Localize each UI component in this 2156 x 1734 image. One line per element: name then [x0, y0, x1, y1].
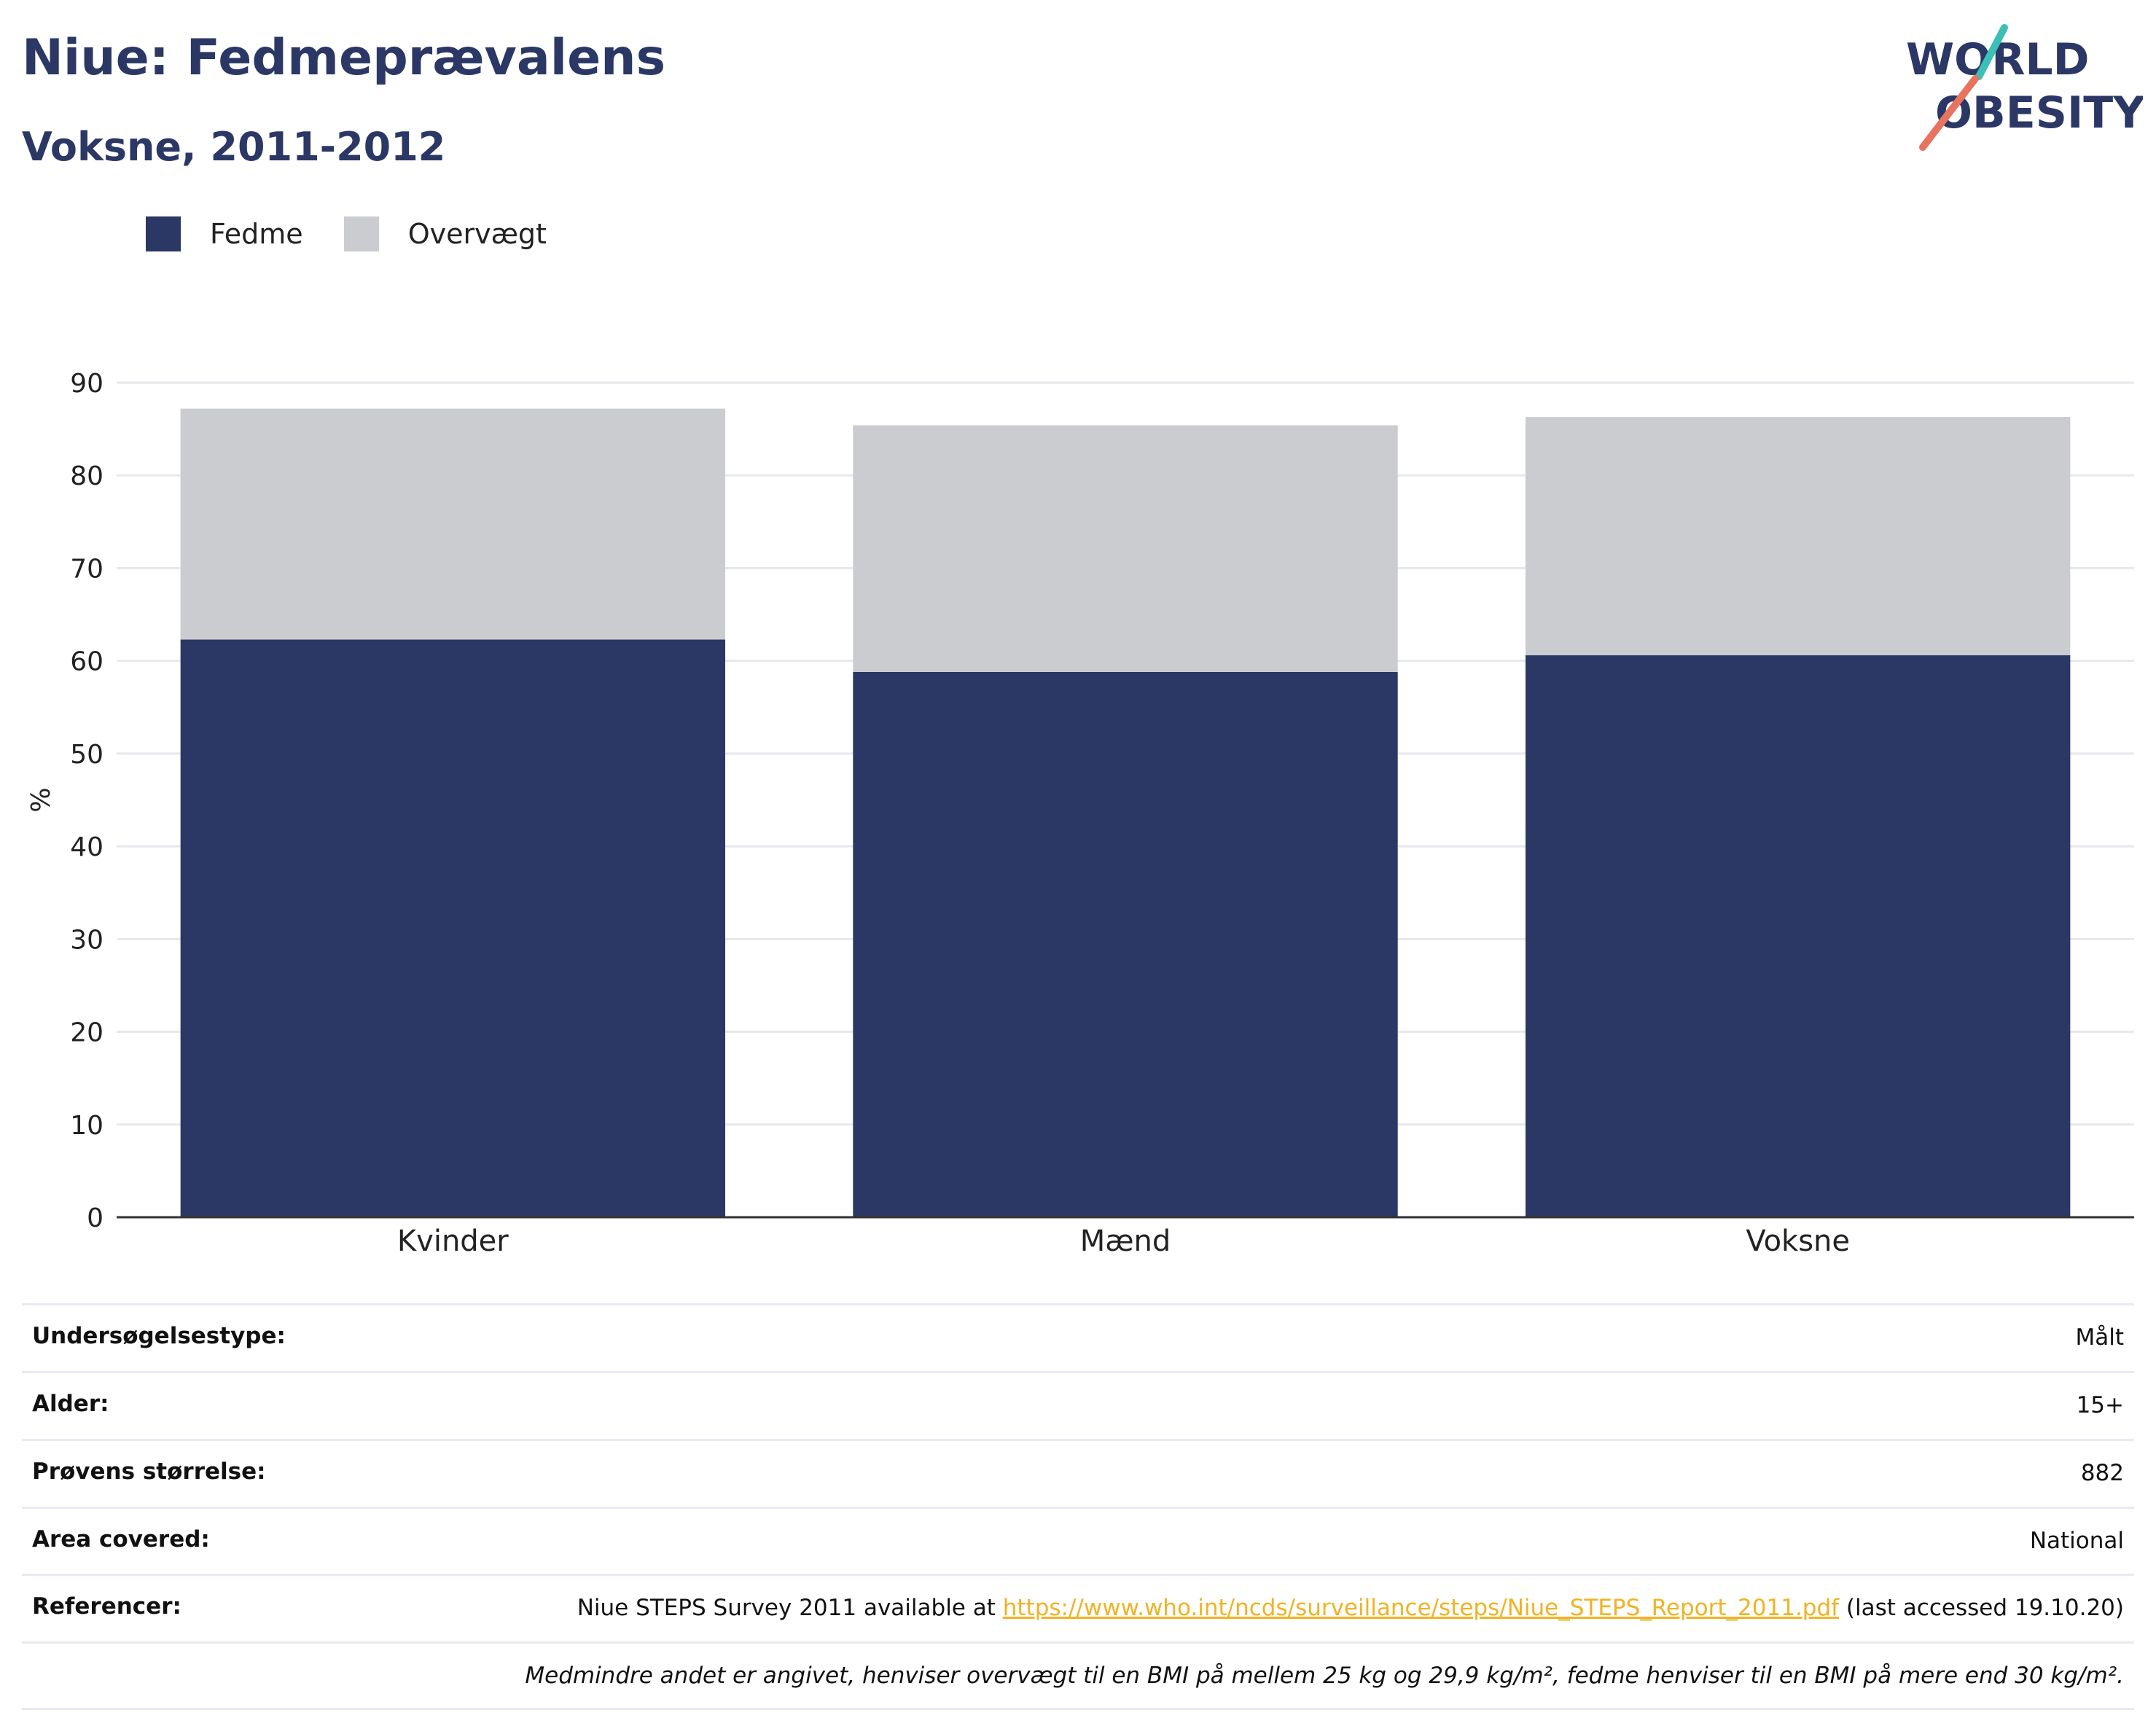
y-tick-label: 20: [70, 1018, 103, 1048]
legend-item-overvaegt[interactable]: Overvægt: [343, 216, 547, 251]
info-key: Alder:: [32, 1390, 109, 1417]
y-tick-label: 30: [70, 925, 103, 955]
legend-label-overvaegt: Overvægt: [407, 218, 547, 250]
y-tick-label: 60: [70, 647, 103, 677]
chart-legend: Fedme Overvægt: [146, 216, 587, 251]
bar-fedme: [180, 639, 726, 1217]
reference-prefix: Niue STEPS Survey 2011 available at: [577, 1595, 1003, 1622]
y-tick-label: 90: [70, 369, 103, 399]
info-key: Undersøgelsestype:: [32, 1323, 286, 1349]
bar-overvaegt: [1525, 417, 2071, 656]
y-tick-label: 70: [70, 554, 103, 584]
page-title: Niue: Fedmeprævalens: [22, 29, 666, 87]
info-value: 15+: [2076, 1391, 2124, 1418]
info-row: Prøvens størrelse: 882: [22, 1440, 2134, 1507]
info-table-body: Undersøgelsestype: Målt Alder: 15+ Prøvens s…: [22, 1304, 2134, 1709]
y-tick-label: 80: [70, 461, 103, 491]
info-table: Undersøgelsestype: Målt Alder: 15+ Prøvens s…: [22, 1303, 2134, 1710]
info-value: National: [2029, 1527, 2124, 1554]
bar-fedme: [853, 671, 1398, 1217]
legend-item-fedme[interactable]: Fedme: [146, 216, 303, 251]
logo-slash-teal: [1975, 24, 2008, 80]
stacked-bar-chart: 0 10 20 30 40 50 60 70 80 90% Kvinder Mænd Voksne: [26, 369, 2134, 1258]
logo-slash-coral: [1919, 75, 1979, 151]
info-key: Prøvens størrelse:: [32, 1458, 266, 1485]
world-obesity-logo: WORLD OBESITY: [1906, 24, 2143, 151]
x-tick-label: Voksne: [1746, 1225, 1850, 1258]
info-row: Undersøgelsestype: Målt: [22, 1304, 2134, 1372]
y-tick-label: 0: [87, 1203, 103, 1233]
bar-fedme: [1525, 655, 2071, 1217]
bar-overvaegt: [180, 408, 726, 640]
y-tick-label: 10: [70, 1111, 103, 1141]
definition-note: Medmindre andet er angivet, henviser ove…: [525, 1663, 2124, 1690]
info-row: Area covered: National: [22, 1507, 2134, 1575]
y-tick-label: 40: [70, 832, 103, 862]
info-row: Alder: 15+: [22, 1372, 2134, 1440]
logo-line-obesity: OBESITY: [1935, 87, 2143, 138]
info-row-note: Medmindre andet er angivet, henviser ove…: [22, 1642, 2134, 1709]
info-key-reference: Referencer:: [32, 1593, 181, 1620]
legend-swatch-overvaegt: [343, 216, 379, 251]
info-value: Målt: [2075, 1324, 2124, 1351]
info-key: Area covered:: [32, 1526, 210, 1553]
page-subtitle: Voksne, 2011-2012: [22, 124, 446, 170]
y-tick-label: 50: [70, 740, 103, 770]
x-tick-label: Kvinder: [397, 1225, 509, 1258]
y-axis-title: %: [26, 787, 56, 812]
info-row-reference: Referencer: Niue STEPS Survey 2011 avail…: [22, 1574, 2134, 1643]
bar-overvaegt: [853, 425, 1398, 672]
reference-link[interactable]: https://www.who.int/ncds/surveillance/st…: [1002, 1595, 1840, 1622]
x-tick-label: Mænd: [1080, 1225, 1171, 1258]
info-value-reference: Niue STEPS Survey 2011 available at http…: [552, 1575, 2134, 1643]
legend-label-fedme: Fedme: [210, 218, 303, 250]
legend-swatch-fedme: [146, 216, 181, 251]
info-value: 882: [2080, 1459, 2124, 1486]
reference-suffix: (last accessed 19.10.20): [1839, 1595, 2124, 1622]
